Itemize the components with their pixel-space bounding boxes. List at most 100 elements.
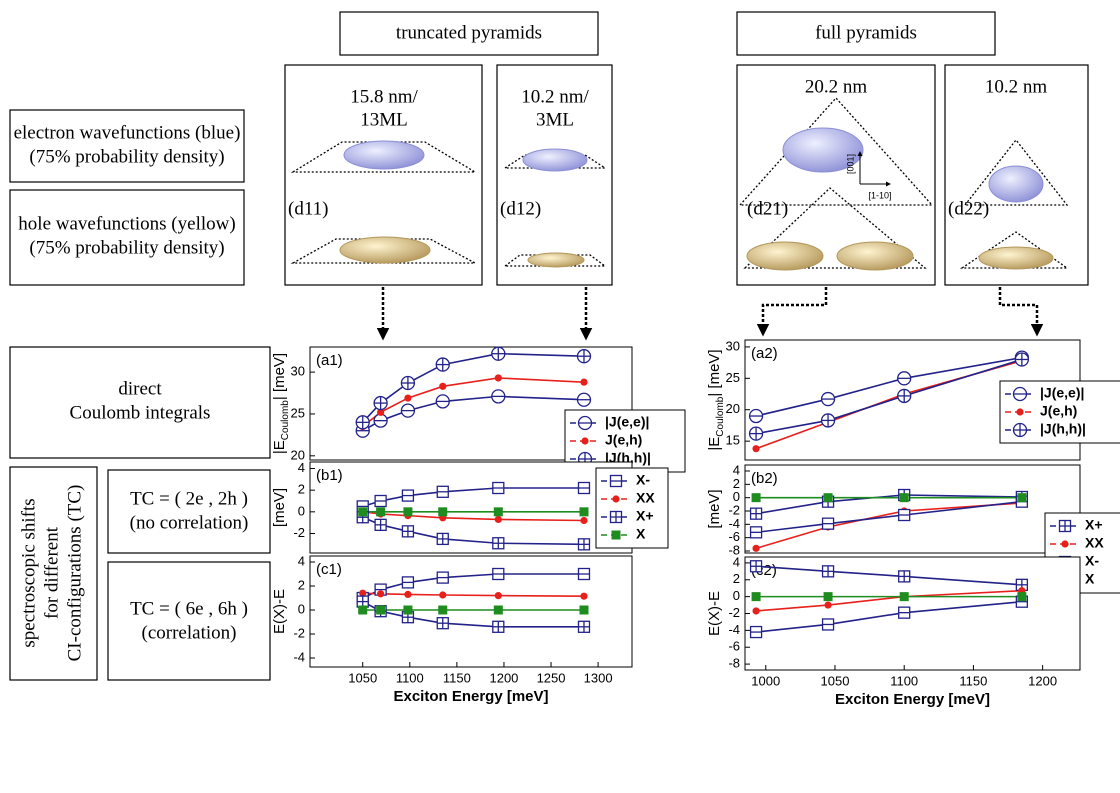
marker <box>749 560 763 573</box>
marker <box>1016 408 1024 416</box>
marker-dot <box>377 408 385 416</box>
x-tick-label: 1050 <box>821 673 850 688</box>
marker <box>436 485 449 498</box>
marker-dot <box>359 589 367 597</box>
x-tick-label: 1050 <box>348 670 377 685</box>
size-label: 10.2 nm/ <box>521 86 589 107</box>
marker-dot <box>1061 540 1069 548</box>
marker <box>403 507 413 517</box>
marker-dot <box>377 590 385 598</box>
legend-label: X <box>636 526 646 542</box>
y-tick-label: 20 <box>291 447 305 462</box>
marker <box>404 590 412 599</box>
marker-square <box>899 493 909 503</box>
y-tick-label: 30 <box>726 338 740 353</box>
marker-square <box>376 507 386 517</box>
x-tick-label: 1000 <box>751 673 780 688</box>
marker <box>439 382 447 390</box>
marker <box>898 570 911 583</box>
x-tick-label: 1250 <box>537 670 566 685</box>
legend-label: J(e,h) <box>605 432 642 448</box>
row-label: CI-configurations (TC) <box>64 485 85 662</box>
y-tick-label: -4 <box>728 622 740 637</box>
x-axis-label: Exciton Energy [meV] <box>835 691 990 708</box>
marker <box>898 508 911 522</box>
x-tick-label: 1150 <box>443 670 471 685</box>
y-tick-label: 2 <box>733 476 740 491</box>
legend-label: XX <box>636 490 655 506</box>
marker <box>577 567 591 581</box>
marker <box>820 391 836 407</box>
y-tick-label: -2 <box>728 605 740 620</box>
y-tick-label: -6 <box>728 639 740 654</box>
hole-wavefunction <box>339 236 431 264</box>
y-tick-label: 0 <box>733 588 740 603</box>
marker <box>823 592 833 602</box>
y-tick-label: 4 <box>733 462 740 477</box>
arrow <box>998 287 1044 337</box>
row-box <box>9 346 271 459</box>
marker <box>1061 540 1069 548</box>
marker <box>749 526 763 539</box>
marker <box>899 493 909 503</box>
marker <box>358 507 368 517</box>
marker <box>373 395 388 411</box>
marker <box>748 408 764 424</box>
marker-dot <box>752 544 760 552</box>
marker <box>611 530 621 540</box>
marker-dot <box>404 394 412 402</box>
y-tick-label: 2 <box>733 571 740 586</box>
marker <box>579 605 589 615</box>
marker <box>1017 493 1027 503</box>
marker-square <box>438 507 448 517</box>
marker <box>577 620 591 633</box>
marker <box>577 415 593 431</box>
marker-dot <box>612 495 620 503</box>
y-tick-label: 0 <box>298 503 305 518</box>
marker <box>748 426 764 441</box>
series-line <box>755 358 1023 435</box>
series-line <box>755 356 1022 417</box>
marker-dot <box>580 378 588 386</box>
marker <box>438 605 448 615</box>
marker <box>435 394 450 409</box>
legend-label: XX <box>1085 535 1104 551</box>
marker-square <box>438 605 448 615</box>
series-line <box>756 589 1022 612</box>
y-axis-label: E(X)-E <box>271 589 288 634</box>
series-line <box>756 565 1022 586</box>
x-tick-label: 1150 <box>959 673 987 688</box>
marker-dot <box>752 607 760 615</box>
column-header: truncated pyramids <box>396 22 542 43</box>
plot: -4 -2 0 2 4 1050 1100 1150 1200 1250 1300 Exciton E… <box>271 553 633 705</box>
y-axis-label-part: [meV] <box>271 488 288 527</box>
y-axis-label-part: E(X)-E <box>706 591 723 636</box>
electron-wavefunction <box>782 127 864 173</box>
marker <box>751 592 761 602</box>
panel-label: (b2) <box>751 470 778 487</box>
marker <box>1017 592 1027 602</box>
row-label: direct <box>118 378 162 399</box>
hole-wavefunction <box>746 241 824 271</box>
y-axis-label-part: [meV] <box>706 489 723 528</box>
row-box <box>9 466 98 681</box>
marker <box>898 606 911 619</box>
y-tick-label: 25 <box>291 405 305 420</box>
inset-axis-label: [001] <box>845 154 855 174</box>
x-tick-label: 1300 <box>584 670 613 685</box>
marker-square <box>493 507 503 517</box>
x-tick-label: 1100 <box>890 673 918 688</box>
marker <box>436 617 449 630</box>
plot-frame <box>744 556 1081 671</box>
marker <box>494 374 502 382</box>
marker-square <box>403 507 413 517</box>
y-axis-label: [meV] <box>706 489 723 528</box>
y-tick-label: -2 <box>293 625 305 640</box>
row-box <box>9 189 245 286</box>
y-tick-label: 4 <box>298 553 305 568</box>
marker <box>373 413 388 428</box>
marker <box>374 518 387 531</box>
marker <box>752 607 760 615</box>
row-label: (no correlation) <box>130 512 249 533</box>
row-label: for different <box>41 526 62 619</box>
